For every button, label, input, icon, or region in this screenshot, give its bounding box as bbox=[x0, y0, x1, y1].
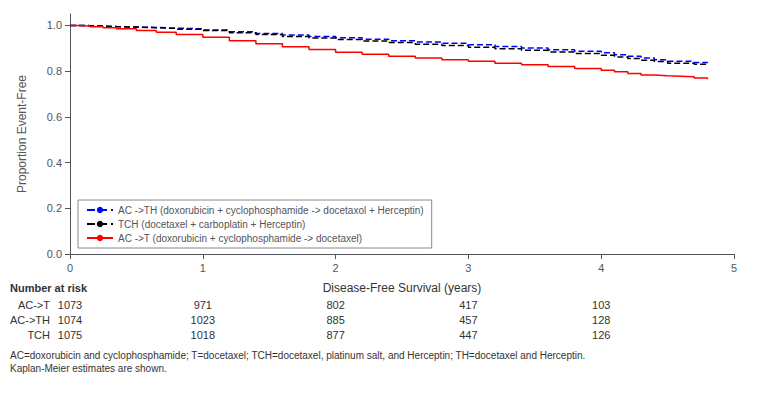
svg-text:Kaplan-Meier estimates are sho: Kaplan-Meier estimates are shown. bbox=[10, 363, 167, 374]
svg-text:1073: 1073 bbox=[58, 299, 82, 311]
svg-text:TCH: TCH bbox=[27, 329, 50, 341]
svg-text:417: 417 bbox=[459, 299, 477, 311]
svg-text:AC=doxorubicin and cyclophosph: AC=doxorubicin and cyclophosphamide; T=d… bbox=[10, 350, 585, 361]
svg-text:AC ->T (doxorubicin + cyclopho: AC ->T (doxorubicin + cyclophosphamide -… bbox=[118, 233, 362, 244]
svg-text:AC->TH: AC->TH bbox=[10, 314, 50, 326]
svg-text:1018: 1018 bbox=[191, 329, 215, 341]
svg-text:0.0: 0.0 bbox=[47, 248, 62, 260]
svg-text:885: 885 bbox=[326, 314, 344, 326]
svg-text:3: 3 bbox=[465, 262, 471, 274]
svg-text:0.4: 0.4 bbox=[47, 157, 62, 169]
svg-text:2: 2 bbox=[333, 262, 339, 274]
svg-text:AC->T: AC->T bbox=[18, 299, 50, 311]
svg-text:103: 103 bbox=[592, 299, 610, 311]
svg-text:447: 447 bbox=[459, 329, 477, 341]
svg-text:457: 457 bbox=[459, 314, 477, 326]
svg-text:5: 5 bbox=[731, 262, 737, 274]
svg-text:1075: 1075 bbox=[58, 329, 82, 341]
svg-text:128: 128 bbox=[592, 314, 610, 326]
svg-text:Number at risk: Number at risk bbox=[10, 282, 88, 294]
svg-text:0.8: 0.8 bbox=[47, 65, 62, 77]
svg-text:Proportion Event-Free: Proportion Event-Free bbox=[15, 75, 29, 193]
svg-text:0: 0 bbox=[67, 262, 73, 274]
svg-text:1074: 1074 bbox=[58, 314, 82, 326]
svg-text:AC ->TH (doxorubicin + cycloph: AC ->TH (doxorubicin + cyclophosphamide … bbox=[118, 205, 424, 216]
svg-text:Disease-Free Survival (years): Disease-Free Survival (years) bbox=[323, 281, 482, 295]
svg-text:1.0: 1.0 bbox=[47, 19, 62, 31]
svg-text:877: 877 bbox=[326, 329, 344, 341]
svg-text:1: 1 bbox=[200, 262, 206, 274]
svg-text:126: 126 bbox=[592, 329, 610, 341]
svg-text:1023: 1023 bbox=[191, 314, 215, 326]
svg-text:971: 971 bbox=[194, 299, 212, 311]
svg-text:TCH (docetaxel + carboplatin +: TCH (docetaxel + carboplatin + Herceptin… bbox=[118, 219, 305, 230]
svg-text:4: 4 bbox=[598, 262, 604, 274]
svg-text:802: 802 bbox=[326, 299, 344, 311]
svg-text:0.2: 0.2 bbox=[47, 202, 62, 214]
svg-text:0.6: 0.6 bbox=[47, 111, 62, 123]
